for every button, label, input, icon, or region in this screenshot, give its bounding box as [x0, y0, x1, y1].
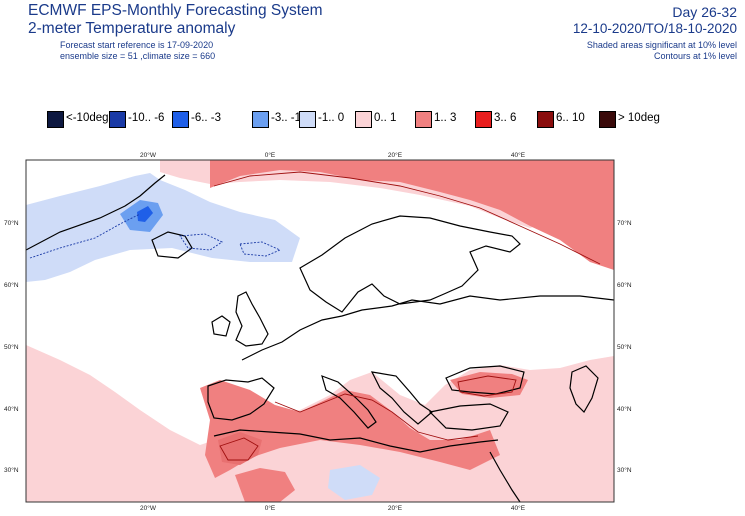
n-africa-coast: [213, 429, 499, 453]
lon-label-bottom: 20°E: [388, 504, 403, 512]
lat-label-right: 30°N: [617, 466, 632, 474]
italy-coast: [321, 375, 377, 429]
ensemble-info-text: ensemble size = 51 ,climate size = 660: [60, 51, 216, 61]
balkans-coast: [370, 371, 433, 425]
lat-label-right: 40°N: [617, 405, 632, 413]
title-line-2: 2-meter Temperature anomaly: [28, 20, 236, 37]
forecast-start-text: Forecast start reference is 17-09-2020: [60, 40, 214, 50]
lat-label-left: 40°N: [4, 405, 19, 413]
blue-anomaly-south: [328, 465, 380, 500]
legend-label: > 10deg: [618, 112, 660, 124]
lat-label-right: 50°N: [617, 343, 632, 351]
contour-red-north: [213, 171, 601, 265]
contour-note-text: Contours at 1% level: [653, 51, 737, 61]
legend-swatch: [355, 111, 372, 128]
iberia-coast: [207, 377, 275, 421]
legend-label: 6.. 10: [556, 112, 585, 124]
lon-label-top: 40°E: [511, 151, 526, 159]
turkey-coast: [428, 403, 509, 431]
legend-swatch: [599, 111, 616, 128]
blue-anomaly-light: [26, 173, 300, 282]
greenland-coast: [26, 174, 166, 251]
lon-label-bottom: 20°W: [140, 504, 157, 512]
legend-swatch: [172, 111, 189, 128]
red-anomaly-n-africa-strong: [218, 432, 262, 465]
contour-red-med: [274, 393, 479, 441]
blue-anomaly-strong: [137, 206, 153, 222]
legend-label: 3.. 6: [494, 112, 517, 124]
anomaly-shading: [26, 160, 614, 502]
day-range-text: Day 26-32: [672, 4, 737, 20]
red-anomaly-south-mid: [200, 380, 500, 478]
axis-ticks: 20°W 0°E 20°E 40°E 20°W 0°E 20°E 40°E 70°N 60°N 50…: [4, 151, 632, 512]
legend-swatch: [475, 111, 492, 128]
legend-label: -10.. -6: [128, 112, 165, 124]
legend-label: 0.. 1: [374, 112, 397, 124]
lat-label-right: 60°N: [617, 281, 632, 289]
black-sea-coast: [445, 365, 525, 395]
contour-red-turkey: [457, 375, 517, 397]
lat-label-right: 70°N: [617, 219, 632, 227]
contour-blue-1: [29, 213, 141, 259]
legend-label: 1.. 3: [434, 112, 457, 124]
lon-label-top: 20°E: [388, 151, 403, 159]
map-frame: [25, 159, 615, 503]
lon-label-top: 0°E: [265, 151, 276, 159]
legend-label: -3.. -1: [271, 112, 302, 124]
iceland-coast: [151, 231, 193, 259]
legend-swatch: [47, 111, 64, 128]
shading-note-text: Shaded areas significant at 10% level: [586, 40, 737, 50]
caspian-coast: [569, 365, 599, 413]
legend-label: <-10deg: [66, 112, 109, 124]
legend-swatch: [252, 111, 269, 128]
scandinavia-coast: [299, 215, 521, 313]
coastlines: [26, 174, 614, 502]
legend-swatch: [537, 111, 554, 128]
lat-label-left: 60°N: [4, 281, 19, 289]
legend-swatch: [109, 111, 126, 128]
lat-label-left: 70°N: [4, 219, 19, 227]
lon-label-bottom: 40°E: [511, 504, 526, 512]
lon-label-bottom: 0°E: [265, 504, 276, 512]
contour-blue-3: [239, 241, 282, 257]
lat-label-left: 50°N: [4, 343, 19, 351]
red-anomaly-north-mid: [210, 160, 614, 270]
legend-label: -6.. -3: [191, 112, 222, 124]
continental-europe-coast: [241, 295, 614, 361]
contour-red-africa: [219, 437, 259, 461]
lat-label-left: 30°N: [4, 466, 19, 474]
red-anomaly-sahara: [235, 468, 295, 502]
ireland-coast: [211, 315, 231, 337]
red-sea-coast: [489, 451, 521, 502]
date-range-text: 12-10-2020/TO/18-10-2020: [572, 21, 737, 36]
legend-swatch: [299, 111, 316, 128]
britain-coast: [235, 291, 269, 347]
lon-label-top: 20°W: [140, 151, 157, 159]
title-line-1: ECMWF EPS-Monthly Forecasting System: [28, 2, 323, 19]
significance-contours-red: [213, 171, 601, 461]
legend-swatch: [415, 111, 432, 128]
legend-label: -1.. 0: [318, 112, 345, 124]
significance-contours-blue: [29, 213, 282, 259]
